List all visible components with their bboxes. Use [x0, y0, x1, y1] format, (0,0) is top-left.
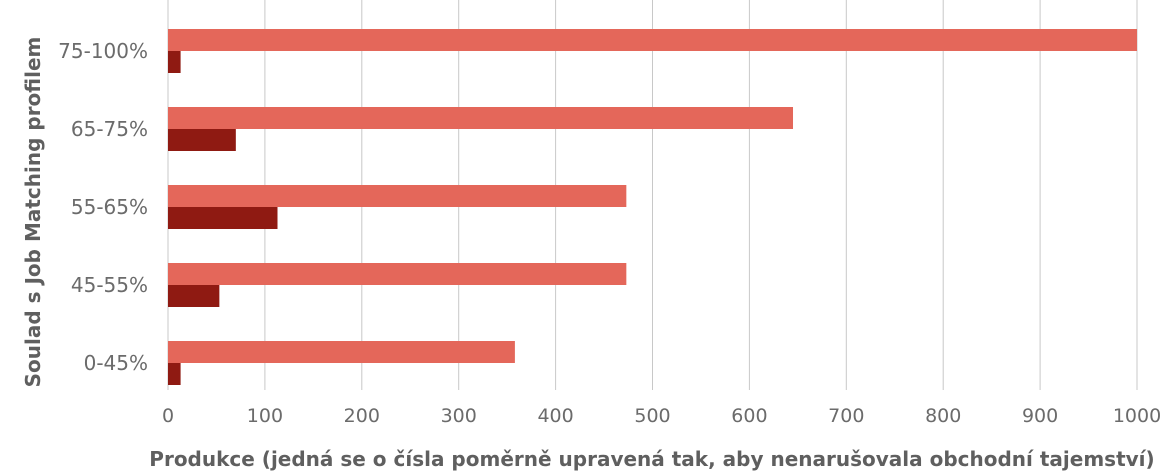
category-label: 75-100% [58, 39, 148, 63]
x-tick-label: 400 [537, 405, 573, 427]
x-tick-label: 100 [247, 405, 283, 427]
x-tick-labels: 0 100 200 300 400 500 600 700 800 900 1000 [162, 405, 1161, 427]
bars [168, 29, 1137, 385]
x-tick-label: 700 [828, 405, 864, 427]
x-tick-label: 1000 [1113, 405, 1161, 427]
bar-series-2 [168, 129, 236, 151]
category-label: 55-65% [71, 195, 148, 219]
category-label: 0-45% [84, 351, 148, 375]
x-axis-title: Produkce (jedná se o čísla poměrně uprav… [149, 447, 1154, 471]
bar-series-2 [168, 51, 181, 73]
x-tick-label: 300 [441, 405, 477, 427]
bar-series-2 [168, 363, 181, 385]
x-tick-label: 200 [344, 405, 380, 427]
bar-series-2 [168, 207, 278, 229]
x-tick-label: 0 [162, 405, 174, 427]
bar-series-1 [168, 263, 627, 285]
x-tick-label: 600 [731, 405, 767, 427]
y-axis-title: Soulad s Job Matching profilem [21, 37, 45, 388]
bar-series-1 [168, 29, 1137, 51]
x-tick-label: 500 [634, 405, 670, 427]
category-labels: 75-100% 65-75% 55-65% 45-55% 0-45% [58, 39, 148, 375]
bar-series-1 [168, 107, 794, 129]
bar-series-1 [168, 185, 627, 207]
x-tick-label: 900 [1022, 405, 1058, 427]
x-tick-label: 800 [925, 405, 961, 427]
category-label: 45-55% [71, 273, 148, 297]
bar-series-1 [168, 341, 515, 363]
bar-series-2 [168, 285, 220, 307]
category-label: 65-75% [71, 117, 148, 141]
